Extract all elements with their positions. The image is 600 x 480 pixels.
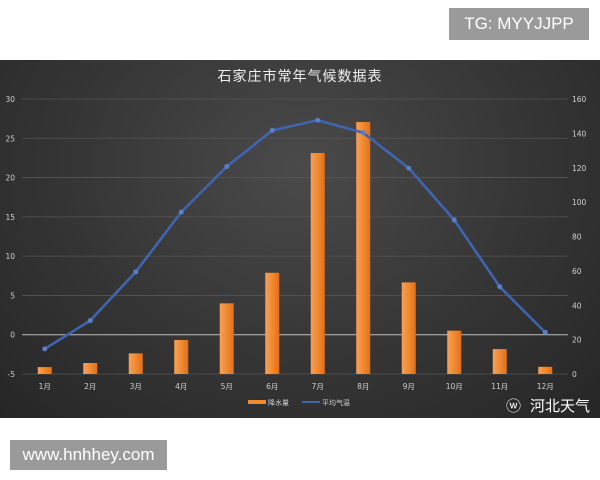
chart-panel: 石家庄市常年气候数据表 -5 0 5 10 15 20 25 30 0 20 40 60 80 100 120… <box>0 60 600 418</box>
bar-降水量 <box>37 367 52 374</box>
right-axis-tick: 160 <box>572 95 587 104</box>
legend-swatch-bar <box>248 400 266 404</box>
line-point <box>360 130 366 136</box>
x-axis-tick: 6月 <box>266 382 278 391</box>
x-axis-tick: 7月 <box>312 382 324 391</box>
website-watermark: www.hnhhey.com <box>10 440 167 470</box>
x-axis-tick: 12月 <box>537 382 554 391</box>
x-axis-tick: 8月 <box>357 382 369 391</box>
x-axis-tick: 4月 <box>175 382 187 391</box>
bar-降水量 <box>356 122 371 374</box>
right-axis-tick: 100 <box>572 198 587 207</box>
left-axis-tick: 5 <box>10 291 15 300</box>
bar-降水量 <box>128 353 143 374</box>
bar-降水量 <box>538 366 553 374</box>
x-axis-tick: 11月 <box>491 382 508 391</box>
bar-降水量 <box>492 349 507 374</box>
left-axis-tick: 25 <box>5 134 15 143</box>
chart-title: 石家庄市常年气候数据表 <box>218 68 383 85</box>
line-point <box>133 269 139 275</box>
left-axis-tick: 0 <box>10 331 15 340</box>
tg-watermark: TG: MYYJJPP <box>449 8 589 40</box>
x-axis-tick: 10月 <box>446 382 463 391</box>
line-point <box>224 164 230 170</box>
x-axis-tick: 3月 <box>130 382 142 391</box>
bar-降水量 <box>401 282 416 374</box>
x-axis-tick: 2月 <box>84 382 96 391</box>
line-point <box>87 318 93 324</box>
line-point <box>542 329 548 335</box>
bar-降水量 <box>447 330 462 374</box>
line-point <box>42 346 48 352</box>
climate-chart: 石家庄市常年气候数据表 -5 0 5 10 15 20 25 30 0 20 40 60 80 100 120… <box>5 68 590 415</box>
right-axis-tick: 80 <box>572 233 582 242</box>
x-axis-tick: 1月 <box>39 382 51 391</box>
legend-label: 降水量 <box>268 398 289 407</box>
bar-降水量 <box>219 303 234 374</box>
line-point <box>315 117 321 123</box>
right-axis-tick: 40 <box>572 301 582 310</box>
weibo-source: 河北天气 <box>530 397 590 415</box>
x-axis-tick: 9月 <box>403 382 415 391</box>
right-axis-tick: 60 <box>572 267 582 276</box>
left-axis-tick: 20 <box>5 174 15 183</box>
bar-降水量 <box>83 363 98 374</box>
bar-降水量 <box>310 152 325 374</box>
left-axis-tick: -5 <box>8 370 16 379</box>
line-point <box>406 165 412 171</box>
line-平均气温 <box>44 118 547 350</box>
weibo-icon: ⓦ <box>506 397 521 415</box>
line-point <box>269 127 275 133</box>
left-axis-tick: 15 <box>5 213 15 222</box>
line-point <box>178 209 184 215</box>
right-axis-tick: 20 <box>572 336 582 345</box>
x-axis-tick: 5月 <box>221 382 233 391</box>
bar-降水量 <box>174 339 189 374</box>
line-point <box>497 284 503 290</box>
bar-降水量 <box>265 272 280 374</box>
legend-label: 平均气温 <box>322 398 350 407</box>
line-point <box>451 217 457 223</box>
right-axis-tick: 140 <box>572 129 587 138</box>
left-axis-tick: 30 <box>5 95 15 104</box>
right-axis-tick: 0 <box>572 370 577 379</box>
right-axis-tick: 120 <box>572 164 587 173</box>
left-axis-tick: 10 <box>5 252 15 261</box>
